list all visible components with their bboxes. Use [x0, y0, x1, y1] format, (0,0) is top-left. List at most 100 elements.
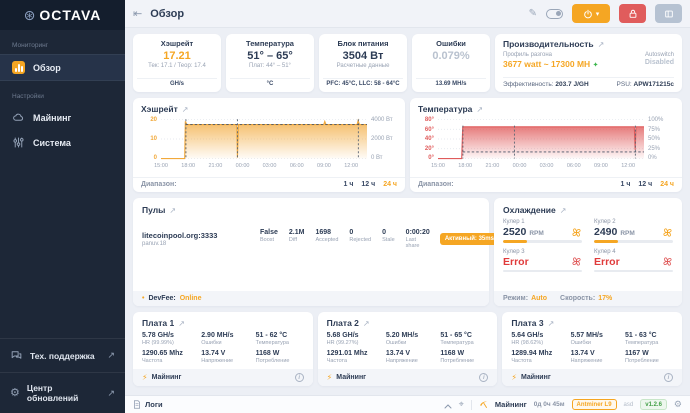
board-stat-value: 1167 W	[624, 350, 649, 357]
external-link-icon[interactable]: ↗	[476, 104, 484, 114]
sidebar-item-system[interactable]: Система	[0, 130, 125, 155]
gear-icon[interactable]: ⚙	[673, 399, 682, 409]
pool-stat-label: Rejected	[349, 237, 372, 243]
divider	[470, 399, 472, 410]
board-stat: 13.74 V Напряжение	[386, 350, 436, 364]
board-status: Майнинг	[151, 374, 182, 381]
temperature-x-axis: 15:00 18:00 21:00 00:00 03:00 06:00 09:00 12:00	[431, 163, 644, 172]
uptime: 0д 0ч 45м	[533, 401, 565, 408]
external-link-icon[interactable]: ↗	[169, 205, 177, 215]
board-stat-value: 51 - 62 °C	[255, 332, 288, 339]
external-link-icon[interactable]: ↗	[362, 318, 370, 328]
y-tick-label: 0	[153, 155, 157, 161]
collapse-sidebar-icon[interactable]: ⇤	[133, 8, 143, 20]
board-status: Майнинг	[336, 374, 367, 381]
range-1h-button[interactable]: 1 ч	[620, 181, 631, 188]
pool-stat-value: False	[260, 229, 278, 236]
miner-state: Майнинг	[494, 400, 527, 409]
range-24h-button[interactable]: 24 ч	[383, 181, 397, 188]
fan-label: Кулер 1	[503, 219, 525, 225]
info-icon[interactable]: i	[294, 373, 304, 382]
board-stat-value: 5.64 GH/s	[511, 332, 544, 339]
info-icon[interactable]: i	[664, 373, 674, 382]
temperature-y-axis-left: 80° 60° 40° 20° 0°	[418, 116, 438, 162]
external-link-icon[interactable]: ↗	[178, 318, 185, 328]
firmware-version-badge: v1.2.6	[640, 399, 667, 410]
main-area: ⇤ Обзор ✎ ▾ Хэшрейт	[125, 0, 690, 413]
psu-detail: PFC: 45°C, LLC: 58 - 64°C	[323, 77, 403, 89]
spark-icon: ✦	[592, 62, 599, 69]
power-button[interactable]: ▾	[572, 4, 610, 23]
pickaxe-icon	[479, 400, 488, 409]
edit-icon[interactable]: ✎	[528, 8, 537, 19]
fan-reading: 2520 RPM	[503, 226, 582, 238]
board-stat: 5.20 MH/s Ошибки	[386, 332, 436, 346]
sidebar-item-support[interactable]: Тех. поддержка ↗	[0, 338, 125, 372]
pool-stat-value: 2.1M	[288, 229, 305, 236]
chat-icon	[10, 349, 23, 362]
boards-row: Плата 1 ↗ 5.78 GH/s HR (99.99%) 2.90 MH/s О…	[133, 312, 683, 386]
y-tick-label: 0%	[648, 155, 657, 161]
range-1h-button[interactable]: 1 ч	[343, 181, 354, 188]
board-stat: 51 - 63 °C Температура	[625, 332, 673, 346]
external-link-icon: ↗	[107, 350, 115, 360]
chevron-up-icon[interactable]	[444, 396, 452, 413]
board-stat-value: 5.20 MH/s	[385, 332, 419, 339]
board-stats: 5.78 GH/s HR (99.99%) 2.90 MH/s Ошибки 51 - …	[133, 328, 313, 364]
errors-value: 0.079%	[432, 50, 470, 62]
board-stat-label: Ошибки	[201, 340, 222, 346]
lightning-icon: ⚡	[142, 373, 148, 382]
board-stats: 5.64 GH/s HR (98.62%) 5.57 MH/s Ошибки 51 - …	[502, 328, 682, 364]
external-link-icon: ↗	[107, 387, 115, 398]
range-24h-button[interactable]: 24 ч	[660, 181, 674, 188]
lock-button[interactable]	[619, 4, 646, 23]
sidebar-item-label: Тех. поддержка	[30, 350, 95, 361]
external-link-icon[interactable]: ↗	[181, 104, 189, 114]
logs-toggle[interactable]: Логи	[133, 400, 163, 409]
sidebar: ⊛ OCTAVA Мониторинг Обзор Настройки Майн…	[0, 0, 125, 413]
x-tick-label: 15:00	[154, 163, 168, 169]
board-stat-label: Ошибки	[570, 340, 591, 346]
charts-row: Хэшрейт ↗ 20 10 0 15:00 18:00 21:00 00:00 03:0…	[133, 98, 682, 192]
y-tick-label: 80°	[424, 117, 434, 123]
pool-worker: panuv.18	[142, 241, 167, 247]
info-icon[interactable]: i	[479, 373, 489, 382]
board-stat-value: 51 - 65 °C	[440, 332, 472, 339]
fan-speed-bar	[503, 269, 582, 272]
sidebar-item-update-center[interactable]: ⚙ Центр обновлений ↗	[0, 372, 125, 413]
miner-model-badge: Antminer L9	[571, 399, 617, 410]
hashrate-y-axis-right: 4000 Вт 2000 Вт 0 Вт	[367, 116, 397, 162]
board-stat-value: 1289.94 Mhz	[511, 350, 553, 357]
sidebar-item-label: Система	[33, 137, 71, 148]
fan-cooler-3: Кулер 3 Error	[503, 249, 582, 272]
x-tick-label: 03:00	[262, 163, 277, 169]
board-stat-label: Напряжение	[385, 358, 418, 364]
board-stat: 5.78 GH/s HR (99.99%)	[142, 332, 197, 346]
sidebar-item-label: Центр обновлений	[26, 383, 79, 403]
pool-stat-value: 0	[349, 229, 354, 236]
sliders-icon	[12, 136, 25, 149]
pool-stat-label: Stale	[382, 237, 395, 243]
pool-stat: False Boost	[260, 229, 278, 249]
sidebar-item-mining[interactable]: Майнинг	[0, 105, 125, 130]
pool-row: litecoinpool.org:3333 panuv.18 False Boos…	[133, 229, 499, 249]
range-12h-button[interactable]: 12 ч	[361, 181, 376, 188]
board-title: Плата 2	[326, 318, 359, 328]
sidebar-item-overview[interactable]: Обзор	[0, 54, 125, 81]
sidebar-spacer	[0, 155, 125, 338]
external-link-icon[interactable]: ↗	[559, 205, 567, 215]
fan-icon	[571, 256, 582, 267]
cloud-icon	[12, 111, 25, 124]
x-tick-label: 18:00	[181, 163, 196, 169]
range-12h-button[interactable]: 12 ч	[638, 181, 653, 188]
devfee-strip: • DevFee: Online	[133, 291, 489, 306]
external-link-icon[interactable]: ↗	[547, 318, 555, 328]
toggle-icon[interactable]	[546, 8, 563, 19]
crosshair-icon[interactable]: ⌖	[458, 399, 464, 409]
panel-button[interactable]	[655, 4, 682, 23]
pool-stat-label: Diff	[288, 237, 298, 243]
y-tick-label: 100%	[648, 117, 664, 123]
y-tick-label: 60°	[424, 126, 434, 133]
external-link-icon[interactable]: ↗	[597, 39, 605, 49]
fan-value: 2520	[503, 226, 527, 238]
